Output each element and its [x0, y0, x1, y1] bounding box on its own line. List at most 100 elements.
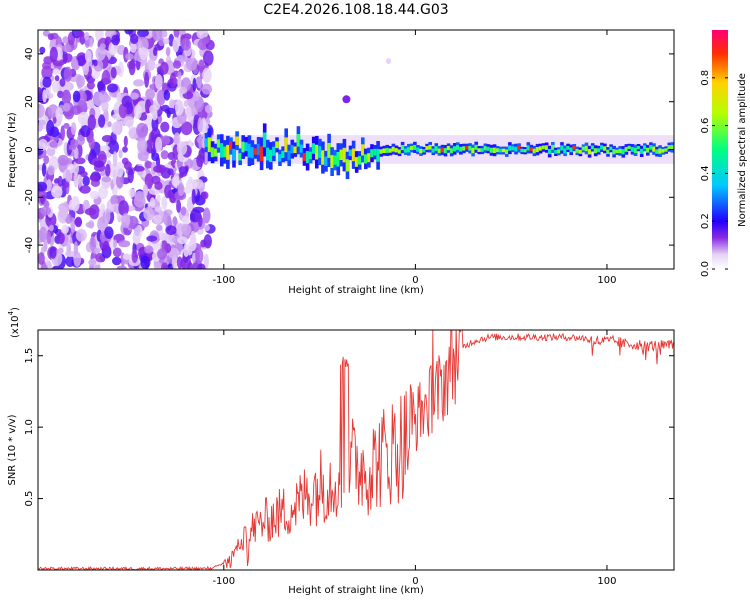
noise-blob: [121, 213, 130, 228]
noise-blob: [124, 27, 133, 35]
snr-x-label: Height of straight line (km): [288, 585, 424, 596]
noise-blob: [146, 236, 157, 242]
noise-blob: [55, 75, 60, 81]
noise-blob: [86, 222, 95, 228]
y-tick-label: 1.5: [24, 348, 35, 364]
noise-blob: [62, 36, 69, 43]
signal-band-core: [557, 150, 561, 154]
noise-blob: [107, 83, 118, 92]
noise-blob: [164, 90, 170, 101]
noise-blob: [85, 208, 97, 215]
noise-blob: [50, 47, 58, 62]
noise-blob: [122, 96, 132, 108]
noise-blob: [192, 207, 204, 213]
noise-blob: [133, 79, 144, 86]
x-tick-label: -100: [212, 576, 235, 587]
signal-band-core: [606, 150, 610, 154]
noise-blob: [104, 226, 113, 239]
signal-band-core: [413, 145, 417, 150]
colorbar-tick-label: 0.6: [700, 118, 711, 134]
signal-band-core: [306, 151, 310, 163]
noise-blob: [184, 100, 189, 107]
noise-blob: [193, 78, 197, 91]
signal-band-core: [447, 146, 451, 150]
noise-blob: [87, 81, 95, 89]
signal-band-core: [566, 146, 570, 150]
signal-band-core: [435, 146, 439, 151]
noise-blob: [144, 72, 149, 88]
signal-band-core: [211, 147, 215, 157]
signal-band-core: [321, 150, 325, 164]
noise-blob: [153, 165, 164, 173]
noise-blob: [160, 62, 169, 75]
noise-blob: [38, 139, 48, 151]
noise-blob: [161, 262, 168, 274]
signal-band-core: [303, 153, 307, 161]
noise-blob: [93, 92, 104, 106]
noise-blob: [197, 264, 205, 272]
signal-band-core: [588, 149, 592, 154]
y-tick-label: -20: [24, 189, 35, 205]
noise-blob: [192, 189, 196, 205]
signal-band-core: [340, 150, 344, 160]
signal-band-core: [419, 149, 423, 153]
noise-blob: [129, 60, 136, 75]
noise-blob: [94, 161, 104, 168]
signal-band-core: [487, 147, 491, 151]
noise-blob: [174, 24, 180, 39]
noise-blob: [46, 120, 54, 136]
noise-blob: [49, 141, 58, 148]
noise-blob: [150, 197, 155, 208]
noise-blob: [63, 51, 68, 64]
noise-blob: [64, 181, 70, 187]
snr-frame: [38, 330, 674, 570]
signal-band-core: [367, 153, 371, 162]
noise-blob: [71, 122, 77, 135]
noise-blob: [102, 176, 111, 182]
signal-band-core: [640, 149, 644, 154]
noise-blob: [100, 145, 110, 151]
noise-blob: [42, 163, 46, 177]
colorbar-label: Normalized spectral amplitude: [737, 73, 748, 227]
snr-series-line: [38, 301, 673, 570]
noise-blob: [49, 225, 54, 232]
noise-blob: [47, 165, 55, 175]
noise-blob: [60, 206, 68, 220]
signal-band-core: [444, 148, 448, 153]
noise-blob: [40, 207, 51, 216]
spectrogram-y-label: Frequency (Hz): [7, 112, 18, 188]
noise-blob: [173, 60, 181, 69]
noise-blob: [90, 174, 97, 181]
noise-blob: [43, 155, 49, 164]
noise-blob: [107, 121, 111, 127]
noise-blob: [165, 225, 176, 235]
noise-blob: [155, 206, 162, 212]
signal-band-core: [527, 145, 531, 150]
signal-band-core: [456, 145, 460, 150]
colorbar-tick-label: 0.0: [700, 261, 711, 277]
signal-band-core: [655, 149, 659, 153]
noise-blob: [102, 70, 111, 85]
signal-band-core: [376, 149, 380, 162]
noise-blob: [195, 248, 203, 264]
noise-blob: [128, 168, 134, 183]
noise-blob: [48, 33, 54, 40]
noise-blob: [196, 154, 203, 167]
noise-blob: [198, 133, 202, 149]
signal-band-core: [232, 149, 236, 161]
noise-blob: [62, 224, 69, 233]
noise-blob: [122, 158, 129, 165]
noise-blob: [133, 166, 144, 172]
signal-band-core: [386, 148, 390, 153]
noise-blob: [183, 243, 189, 257]
noise-blob: [83, 176, 90, 186]
signal-band-core: [612, 149, 616, 154]
noise-blob: [111, 122, 121, 135]
noise-blob: [130, 43, 137, 53]
signal-band-core: [312, 143, 316, 154]
signal-band-core: [438, 149, 442, 153]
noise-blob: [205, 105, 212, 113]
noise-blob: [187, 106, 192, 121]
